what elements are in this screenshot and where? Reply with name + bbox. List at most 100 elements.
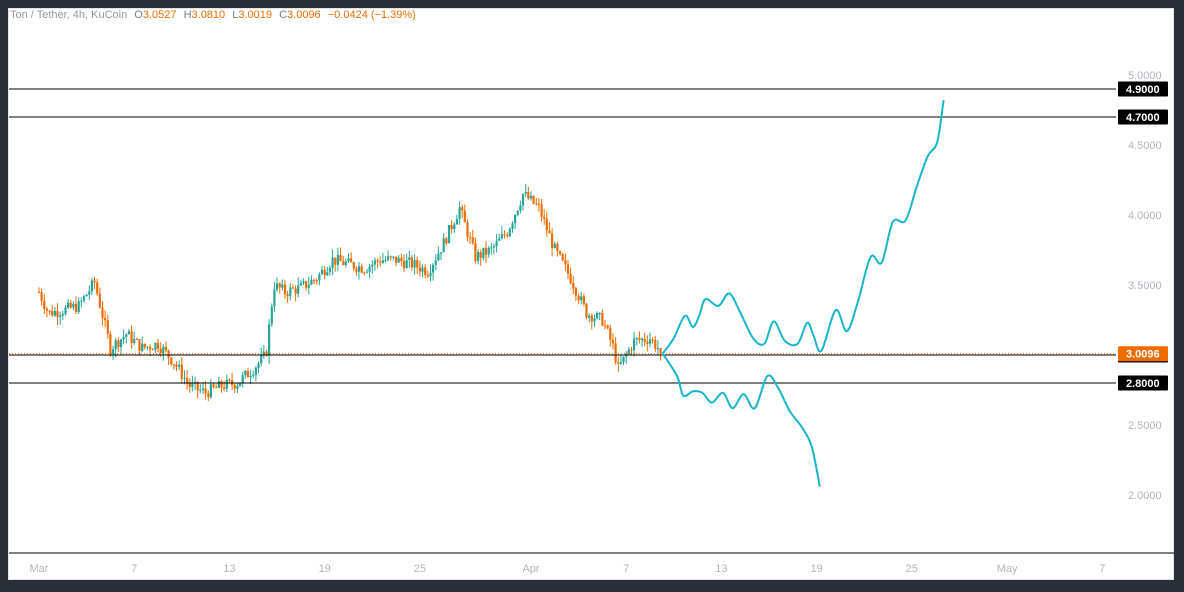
x-tick-label: 19 (319, 563, 331, 575)
candle-body (543, 216, 546, 219)
candle-body (117, 340, 120, 348)
candle-body (201, 388, 205, 390)
candle-body (413, 260, 416, 268)
candle-body (56, 311, 59, 317)
candle-body (556, 243, 559, 252)
candle-body (426, 275, 429, 277)
candle-body (545, 218, 548, 231)
projection-bearish-path[interactable] (661, 353, 821, 487)
candle-body (368, 266, 371, 272)
projections-layer (661, 100, 945, 487)
candle-body (204, 388, 207, 394)
candle-body (521, 193, 525, 206)
candle-body (524, 192, 527, 194)
candle-body (172, 364, 175, 366)
candle-body (252, 374, 255, 376)
candles-layer (37, 184, 662, 402)
candle-body (302, 281, 305, 284)
time-axis[interactable]: Mar 7 13 19 25 Apr 7 13 19 25 May 7 (30, 563, 1106, 575)
candle-body (614, 343, 617, 363)
candle-body (461, 207, 464, 211)
candle-body (82, 296, 86, 301)
last-price-tag-label: 3.0096 (1126, 349, 1160, 361)
candle-body (633, 338, 636, 351)
candle-body (439, 252, 443, 254)
close-label: C (279, 9, 288, 21)
candle-body (80, 300, 83, 302)
candle-body (564, 260, 567, 265)
candle-body (254, 368, 257, 375)
candle-body (48, 310, 51, 312)
candle-body (638, 338, 641, 340)
candle-body (291, 287, 294, 289)
candle-body (138, 339, 141, 351)
candle-body (506, 235, 509, 237)
candle-body (199, 389, 202, 391)
high-value: 3.0810 (191, 9, 226, 21)
candle-body (342, 261, 345, 265)
candle-body (191, 383, 194, 387)
candle-body (466, 222, 469, 238)
candle-body (442, 238, 445, 253)
candle-body (574, 288, 577, 296)
candle-body (93, 280, 96, 283)
candle-body (143, 343, 146, 348)
candle-body (352, 262, 355, 269)
candle-body (40, 292, 43, 301)
open-label: O (134, 9, 143, 21)
candle-body (434, 260, 437, 265)
candle-body (376, 260, 379, 262)
close-value: 3.0096 (287, 9, 321, 21)
low-value: 3.0019 (238, 9, 273, 21)
candle-body (500, 234, 503, 239)
candle-body (429, 272, 432, 277)
candle-body (61, 314, 64, 316)
candle-body (151, 349, 154, 351)
y-tick-label: 3.5000 (1128, 280, 1162, 292)
candle-body (455, 219, 458, 225)
x-tick-label: 13 (715, 563, 727, 575)
candle-body (495, 240, 498, 247)
candle-body (482, 247, 485, 258)
candle-body (424, 267, 427, 275)
candle-body (331, 257, 334, 269)
candle-body (397, 257, 400, 263)
candle-body (69, 302, 72, 308)
candle-body (186, 377, 189, 383)
candle-body (646, 341, 649, 344)
candle-body (611, 339, 615, 344)
candle-body (268, 324, 271, 356)
candle-body (392, 256, 395, 258)
candle-body (225, 379, 228, 389)
chart-frame[interactable] (8, 8, 1174, 580)
candle-body (603, 325, 607, 327)
x-tick-label: 7 (623, 563, 629, 575)
candle-body (212, 384, 215, 388)
candle-body (122, 336, 125, 340)
candle-body (104, 318, 107, 321)
candle-body (416, 260, 419, 268)
candle-body (262, 351, 265, 356)
projection-bullish-path[interactable] (661, 100, 945, 355)
level-tag-bg (1118, 375, 1168, 391)
y-tick-label: 2.0000 (1128, 490, 1162, 502)
candle-body (320, 269, 324, 275)
candle-body (43, 301, 46, 309)
candle-body (249, 376, 252, 378)
candle-body (559, 251, 562, 255)
candle-body (74, 304, 78, 312)
candle-body (127, 331, 130, 335)
candle-body (315, 280, 318, 282)
candle-body (175, 364, 178, 367)
candle-body (651, 339, 654, 341)
candle-body (373, 260, 376, 265)
candle-body (323, 269, 326, 276)
candle-body (387, 256, 390, 260)
candle-body (299, 283, 302, 286)
candle-body (77, 301, 80, 312)
candle-body (67, 302, 70, 308)
candle-body (535, 203, 538, 205)
candle-body (336, 255, 339, 265)
price-axis[interactable]: 5.00004.50004.00003.50003.00002.50002.00… (1128, 70, 1162, 502)
